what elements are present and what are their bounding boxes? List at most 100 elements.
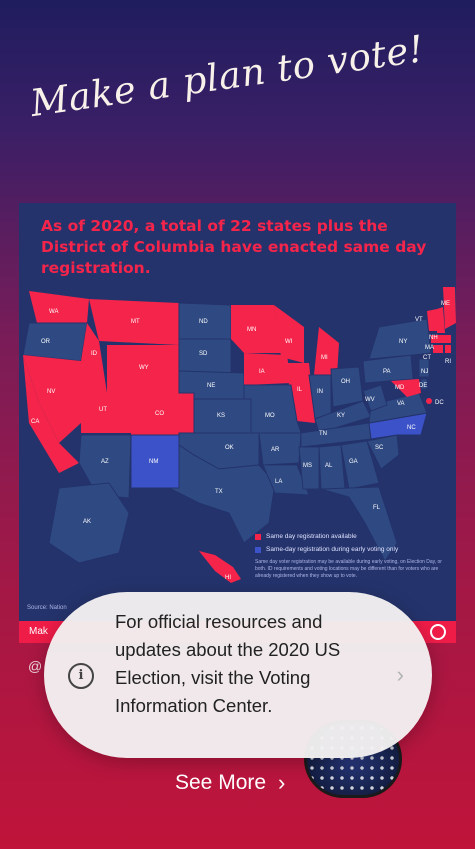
notice-message: For official resources and updates about… (115, 611, 341, 716)
label-va: VA (397, 401, 405, 407)
state-or (22, 322, 88, 362)
legend-swatch-red (255, 533, 261, 540)
label-pa: PA (383, 369, 391, 375)
notice-chevron-right-icon: › (396, 662, 404, 687)
label-ia: IA (259, 369, 265, 375)
state-ca (23, 355, 79, 473)
label-nd: ND (199, 319, 208, 325)
label-wy: WY (139, 365, 149, 371)
state-id (81, 323, 107, 393)
label-ak: AK (83, 519, 91, 525)
label-mn: MN (247, 327, 256, 333)
label-ny: NY (399, 339, 407, 345)
label-wa: WA (49, 309, 58, 315)
state-ak (48, 482, 130, 564)
state-la (262, 464, 310, 496)
mention-handle[interactable]: @ (28, 658, 43, 674)
label-al: AL (325, 463, 333, 469)
label-dc: DC (435, 400, 444, 406)
label-wv: WV (365, 397, 375, 403)
label-ca: CA (31, 419, 39, 425)
map-legend: Same day registration available Same-day… (255, 533, 455, 580)
state-ut (81, 393, 131, 433)
label-mt: MT (131, 319, 140, 325)
legend-early-label: Same-day registration during early votin… (266, 546, 399, 553)
label-de: DE (419, 383, 427, 389)
label-ky: KY (337, 413, 345, 419)
state-nv (23, 355, 81, 443)
legend-early: Same-day registration during early votin… (255, 546, 455, 553)
brand-logo-icon (430, 624, 446, 640)
state-mo (243, 384, 302, 434)
state-oh (330, 366, 364, 408)
state-hi (199, 551, 241, 583)
state-mt (89, 299, 179, 345)
label-tn: TN (319, 431, 327, 437)
state-nj (418, 358, 430, 378)
state-me (443, 287, 456, 329)
label-ut: UT (99, 407, 107, 413)
state-va (368, 392, 428, 424)
story-map-card: As of 2020, a total of 22 states plus th… (19, 203, 456, 643)
state-fl (320, 486, 398, 562)
label-ct: CT (423, 355, 431, 361)
label-nm: NM (149, 459, 158, 465)
state-ny (368, 318, 432, 360)
label-nc: NC (407, 425, 416, 431)
state-ma (431, 335, 451, 343)
state-de (420, 378, 428, 390)
state-ct (433, 345, 443, 353)
label-me: ME (441, 301, 450, 307)
legend-swatch-blue (255, 546, 261, 553)
state-ga (340, 440, 380, 490)
state-ar (258, 432, 302, 466)
label-il: IL (297, 387, 303, 393)
state-wy (107, 345, 179, 393)
label-ne: NE (207, 383, 215, 389)
legend-same-day: Same day registration available (255, 533, 455, 540)
label-md: MD (395, 385, 405, 391)
chevron-right-icon: › (278, 770, 286, 795)
label-vt: VT (415, 317, 423, 323)
state-ms (298, 446, 320, 490)
label-nv: NV (47, 389, 55, 395)
label-fl: FL (373, 505, 381, 511)
see-more-button[interactable]: See More › (175, 770, 285, 796)
state-wi (274, 305, 304, 363)
us-map: WA OR MT ID WY NV CA UT CO AZ NM ND SD N… (22, 287, 456, 583)
state-wv (362, 384, 388, 412)
voting-info-notice[interactable]: i For official resources and updates abo… (44, 592, 432, 758)
headline: Make a plan to vote! (27, 27, 427, 126)
card-title: As of 2020, a total of 22 states plus th… (41, 217, 427, 277)
state-mi (314, 327, 339, 375)
state-ia (244, 353, 291, 385)
label-co: CO (155, 411, 164, 417)
label-tx: TX (215, 489, 223, 495)
label-oh: OH (341, 379, 350, 385)
label-ks: KS (217, 413, 225, 419)
state-il (287, 363, 315, 423)
label-id: ID (91, 351, 98, 357)
label-ma: MA (425, 345, 434, 351)
label-ga: GA (349, 459, 358, 465)
label-ar: AR (271, 447, 280, 453)
label-wi: WI (285, 339, 293, 345)
label-in: IN (317, 389, 323, 395)
label-mo: MO (265, 413, 275, 419)
label-sd: SD (199, 351, 208, 357)
label-ri: RI (445, 359, 451, 365)
state-wa (29, 291, 89, 323)
label-or: OR (41, 339, 51, 345)
state-co (131, 393, 194, 435)
label-az: AZ (101, 459, 109, 465)
label-mi: MI (321, 355, 328, 361)
label-ms: MS (303, 463, 312, 469)
source-text: Source: Nation (27, 605, 67, 611)
state-vt (427, 309, 437, 331)
legend-note: Same day voter registration may be avail… (255, 559, 442, 579)
label-sc: SC (375, 445, 384, 451)
info-icon: i (68, 663, 94, 689)
see-more-label: See More (175, 771, 267, 794)
state-nh (437, 307, 445, 333)
label-la: LA (275, 479, 282, 485)
